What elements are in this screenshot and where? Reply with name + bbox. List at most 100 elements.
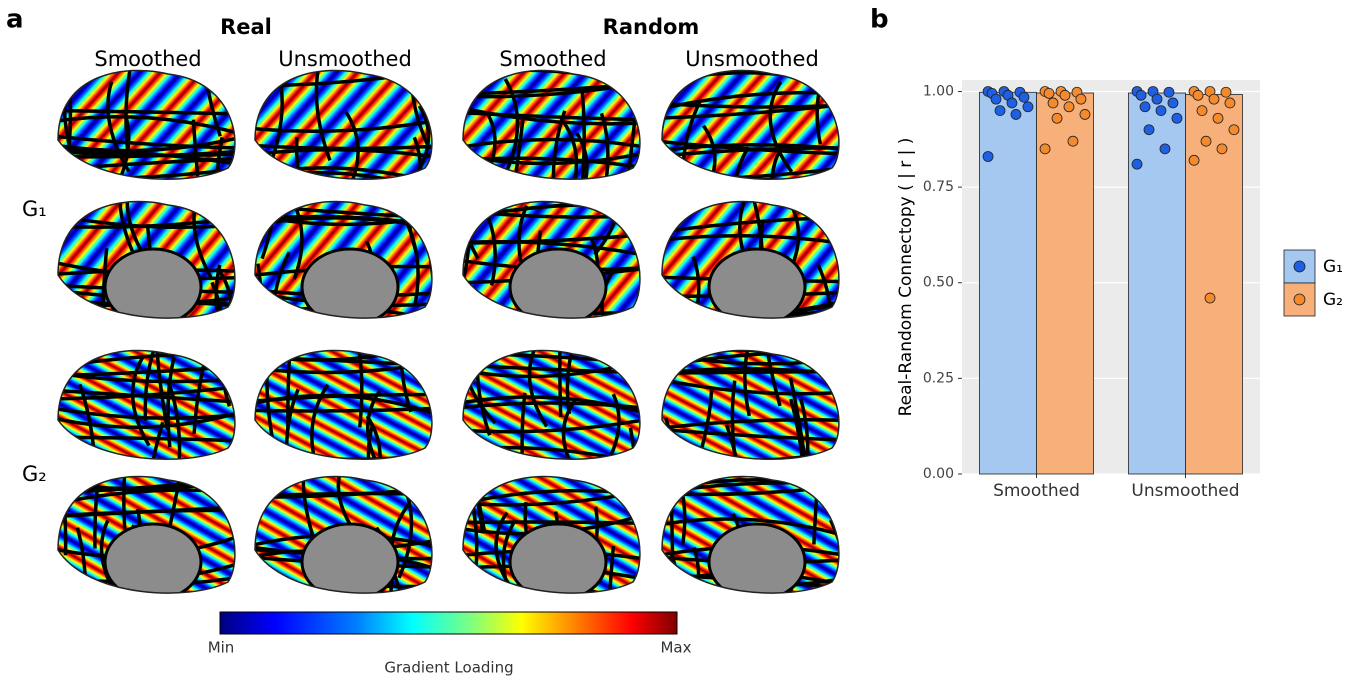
parcel-border [255, 597, 435, 604]
x-tick-label: Smoothed [993, 481, 1080, 501]
group-title: Random [603, 15, 700, 39]
colorbar-title: Gradient Loading [384, 659, 513, 677]
data-point [1052, 113, 1062, 123]
medial-wall [105, 249, 201, 325]
parcel-border [255, 172, 435, 190]
data-point [1160, 144, 1170, 154]
parcel-border [671, 471, 673, 561]
data-point [1201, 136, 1211, 146]
data-point [1007, 98, 1017, 108]
brain [662, 193, 842, 369]
medial-wall [302, 524, 398, 600]
data-point [1172, 113, 1182, 123]
parcel-border [560, 327, 561, 417]
parcel-border [223, 316, 237, 406]
brain [255, 163, 438, 354]
data-point [1044, 88, 1054, 98]
data-point [1156, 106, 1166, 116]
data-point [983, 152, 993, 162]
figure: a b Min Max Gradient Loading Real Smoothe… [0, 0, 1358, 681]
column-title: Smoothed [499, 47, 606, 71]
brain-surface [662, 70, 839, 179]
data-point [1144, 125, 1154, 135]
data-point [1023, 102, 1033, 112]
parcel-border [255, 466, 435, 475]
brain [454, 164, 643, 360]
data-point [1164, 87, 1174, 97]
parcel-border [463, 458, 643, 472]
data-point [1152, 94, 1162, 104]
parcel-border [255, 179, 435, 191]
brain [58, 440, 238, 635]
bar [1186, 95, 1243, 474]
data-point [1229, 125, 1239, 135]
brain [463, 443, 643, 636]
parcel-border [241, 448, 261, 538]
data-point [1136, 90, 1146, 100]
data-point [1197, 106, 1207, 116]
column-title: Unsmoothed [278, 47, 412, 71]
parcel-border [662, 317, 842, 326]
medial-wall [105, 524, 201, 600]
data-point [1048, 98, 1058, 108]
data-point [1168, 98, 1178, 108]
data-point [1060, 90, 1070, 100]
parcel-border [463, 323, 643, 337]
parcel-border [841, 81, 852, 171]
medial-wall [510, 249, 606, 325]
legend-point [1294, 294, 1305, 305]
column-title: Smoothed [94, 47, 201, 71]
data-point [1225, 98, 1235, 108]
data-point [1076, 94, 1086, 104]
data-point [1221, 87, 1231, 97]
data-point [1080, 109, 1090, 119]
data-point [1213, 113, 1223, 123]
medial-wall [302, 249, 398, 325]
panel-label: b [870, 5, 889, 35]
brain [662, 454, 847, 641]
bar [980, 92, 1037, 474]
data-point [1189, 155, 1199, 165]
column-title: Unsmoothed [685, 47, 819, 71]
y-tick-label: 1.00 [923, 83, 954, 99]
data-point [1019, 92, 1029, 102]
data-point [1040, 144, 1050, 154]
brain [463, 70, 643, 223]
data-point [1132, 159, 1142, 169]
data-point [991, 94, 1001, 104]
y-axis-title: Real-Random Connectopy ( | r | ) [896, 138, 916, 417]
data-point [1011, 109, 1021, 119]
parcel-border [463, 465, 643, 467]
brain [58, 173, 238, 373]
y-tick-label: 0.00 [923, 466, 954, 482]
colorbar-min: Min [208, 639, 235, 657]
legend-label: G₁ [1323, 257, 1343, 277]
parcel-border [582, 93, 584, 183]
medial-wall [709, 249, 805, 325]
row-label: G₁ [22, 197, 47, 221]
bar [1129, 93, 1186, 474]
data-point [1209, 94, 1219, 104]
medial-wall [510, 524, 606, 600]
y-tick-label: 0.50 [923, 275, 954, 291]
parcel-border [255, 461, 435, 465]
data-point [1217, 144, 1227, 154]
brain-surface [662, 350, 839, 459]
legend-point [1294, 261, 1305, 272]
row-label: G₂ [22, 462, 47, 486]
data-point [1068, 136, 1078, 146]
parcel-border [454, 221, 469, 311]
data-point [995, 106, 1005, 116]
data-point [1193, 90, 1203, 100]
group-title: Real [220, 15, 272, 39]
data-point [1140, 102, 1150, 112]
data-point [1064, 102, 1074, 112]
panel-label: a [6, 5, 24, 35]
y-tick-label: 0.25 [923, 370, 954, 386]
data-point [1205, 293, 1215, 303]
colorbar [220, 612, 677, 634]
colorbar-max: Max [660, 639, 691, 657]
legend-label: G₂ [1323, 290, 1343, 310]
x-tick-label: Unsmoothed [1131, 481, 1239, 501]
parcel-border [255, 183, 435, 192]
